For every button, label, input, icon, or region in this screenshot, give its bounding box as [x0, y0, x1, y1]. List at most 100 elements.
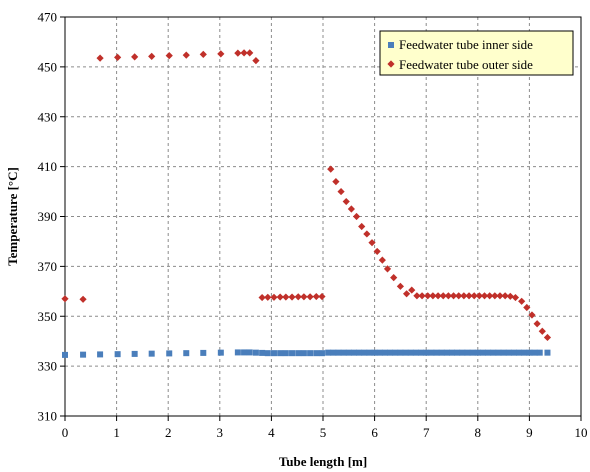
- outer-side-point: [528, 311, 536, 319]
- inner-side-point: [80, 351, 87, 358]
- outer-side-point: [337, 187, 345, 196]
- inner-side-point: [200, 349, 207, 356]
- inner-side-point: [381, 349, 388, 356]
- x-tick-label: 9: [526, 425, 533, 440]
- inner-side-point: [495, 349, 502, 356]
- inner-side-point: [183, 350, 190, 357]
- inner-side-point: [307, 350, 314, 357]
- outer-side-point: [61, 295, 69, 303]
- x-tick-label: 1: [113, 425, 120, 440]
- inner-side-point: [148, 350, 155, 357]
- outer-side-point: [480, 292, 489, 300]
- inner-side-point: [371, 349, 378, 356]
- outer-side-point: [270, 293, 278, 301]
- inner-side-point: [234, 349, 241, 356]
- x-tick-label: 10: [575, 425, 588, 440]
- outer-side-point: [373, 247, 381, 256]
- x-tick-label: 4: [268, 425, 275, 440]
- outer-side-point: [258, 293, 266, 302]
- inner-side-point: [295, 350, 302, 357]
- outer-side-point: [418, 292, 426, 300]
- outer-side-point: [131, 53, 139, 61]
- outer-side-point: [368, 239, 376, 247]
- inner-side-point: [402, 349, 409, 356]
- inner-side-point: [531, 349, 538, 356]
- outer-side-point: [306, 293, 314, 301]
- outer-side-point: [465, 292, 473, 300]
- x-tick-label: 6: [371, 425, 378, 440]
- data-points: [61, 49, 552, 358]
- inner-side-point: [282, 350, 289, 357]
- inner-side-point: [241, 349, 248, 356]
- outer-side-point: [363, 230, 371, 238]
- outer-side-point: [312, 292, 320, 301]
- inner-side-point: [387, 349, 394, 356]
- outer-side-point: [511, 293, 520, 302]
- y-tick-label: 370: [38, 259, 58, 274]
- inner-side-point: [443, 349, 450, 356]
- inner-side-point: [500, 349, 507, 356]
- outer-side-point: [199, 50, 207, 59]
- outer-side-point: [424, 292, 432, 300]
- inner-side-point: [510, 349, 517, 356]
- inner-side-point: [526, 349, 533, 356]
- inner-side-point: [335, 349, 342, 356]
- inner-side-point: [418, 349, 425, 356]
- outer-side-point: [486, 292, 494, 300]
- outer-side-point: [538, 327, 546, 335]
- x-tick-label: 5: [320, 425, 327, 440]
- outer-side-point: [294, 293, 302, 301]
- inner-side-point: [505, 349, 512, 356]
- inner-side-point: [356, 349, 363, 356]
- outer-side-point: [396, 282, 404, 290]
- outer-side-point: [518, 297, 526, 305]
- outer-side-point: [402, 290, 411, 298]
- outer-side-point: [543, 333, 552, 342]
- inner-side-point: [392, 349, 399, 356]
- outer-side-point: [282, 293, 290, 301]
- inner-side-point: [544, 349, 551, 356]
- inner-side-point: [300, 350, 307, 357]
- outer-side-point: [79, 295, 87, 303]
- outer-side-point: [523, 303, 531, 312]
- outer-side-point: [347, 205, 355, 213]
- y-tick-label: 430: [38, 109, 58, 124]
- legend-box: [379, 30, 574, 76]
- inner-side-point: [62, 351, 68, 358]
- outer-side-point: [434, 292, 442, 300]
- y-tick-label: 310: [38, 409, 58, 424]
- outer-side-point: [444, 292, 452, 300]
- outer-side-point: [506, 292, 514, 300]
- inner-side-point: [376, 349, 383, 356]
- inner-side-point: [459, 349, 466, 356]
- outer-side-point: [300, 293, 308, 301]
- inner-side-point: [252, 349, 259, 356]
- grid: [65, 17, 581, 416]
- inner-side-point: [490, 349, 497, 356]
- inner-side-point: [474, 349, 481, 356]
- outer-side-point: [318, 292, 326, 301]
- outer-side-point: [246, 49, 254, 57]
- inner-side-point: [325, 349, 332, 356]
- outer-side-point: [342, 197, 350, 206]
- outer-side-point: [114, 53, 122, 61]
- inner-side-point: [270, 350, 277, 357]
- outer-side-point: [496, 292, 504, 300]
- inner-side-point: [330, 349, 337, 356]
- outer-side-point: [413, 292, 421, 300]
- inner-side-point: [412, 349, 419, 356]
- outer-side-point: [234, 49, 242, 57]
- inner-side-point: [366, 349, 373, 356]
- outer-side-point: [408, 286, 416, 294]
- y-axis-label: Temperature [°C]: [5, 167, 20, 266]
- inner-side-point: [97, 351, 104, 358]
- outer-side-point: [449, 292, 458, 300]
- inner-side-point: [289, 350, 296, 357]
- inner-side-point: [246, 349, 253, 356]
- outer-side-point: [390, 273, 398, 282]
- legend: Feedwater tube inner side Feedwater tube…: [379, 30, 574, 76]
- inner-side-point: [313, 350, 320, 357]
- inner-side-point: [340, 349, 347, 356]
- outer-side-point: [475, 292, 483, 300]
